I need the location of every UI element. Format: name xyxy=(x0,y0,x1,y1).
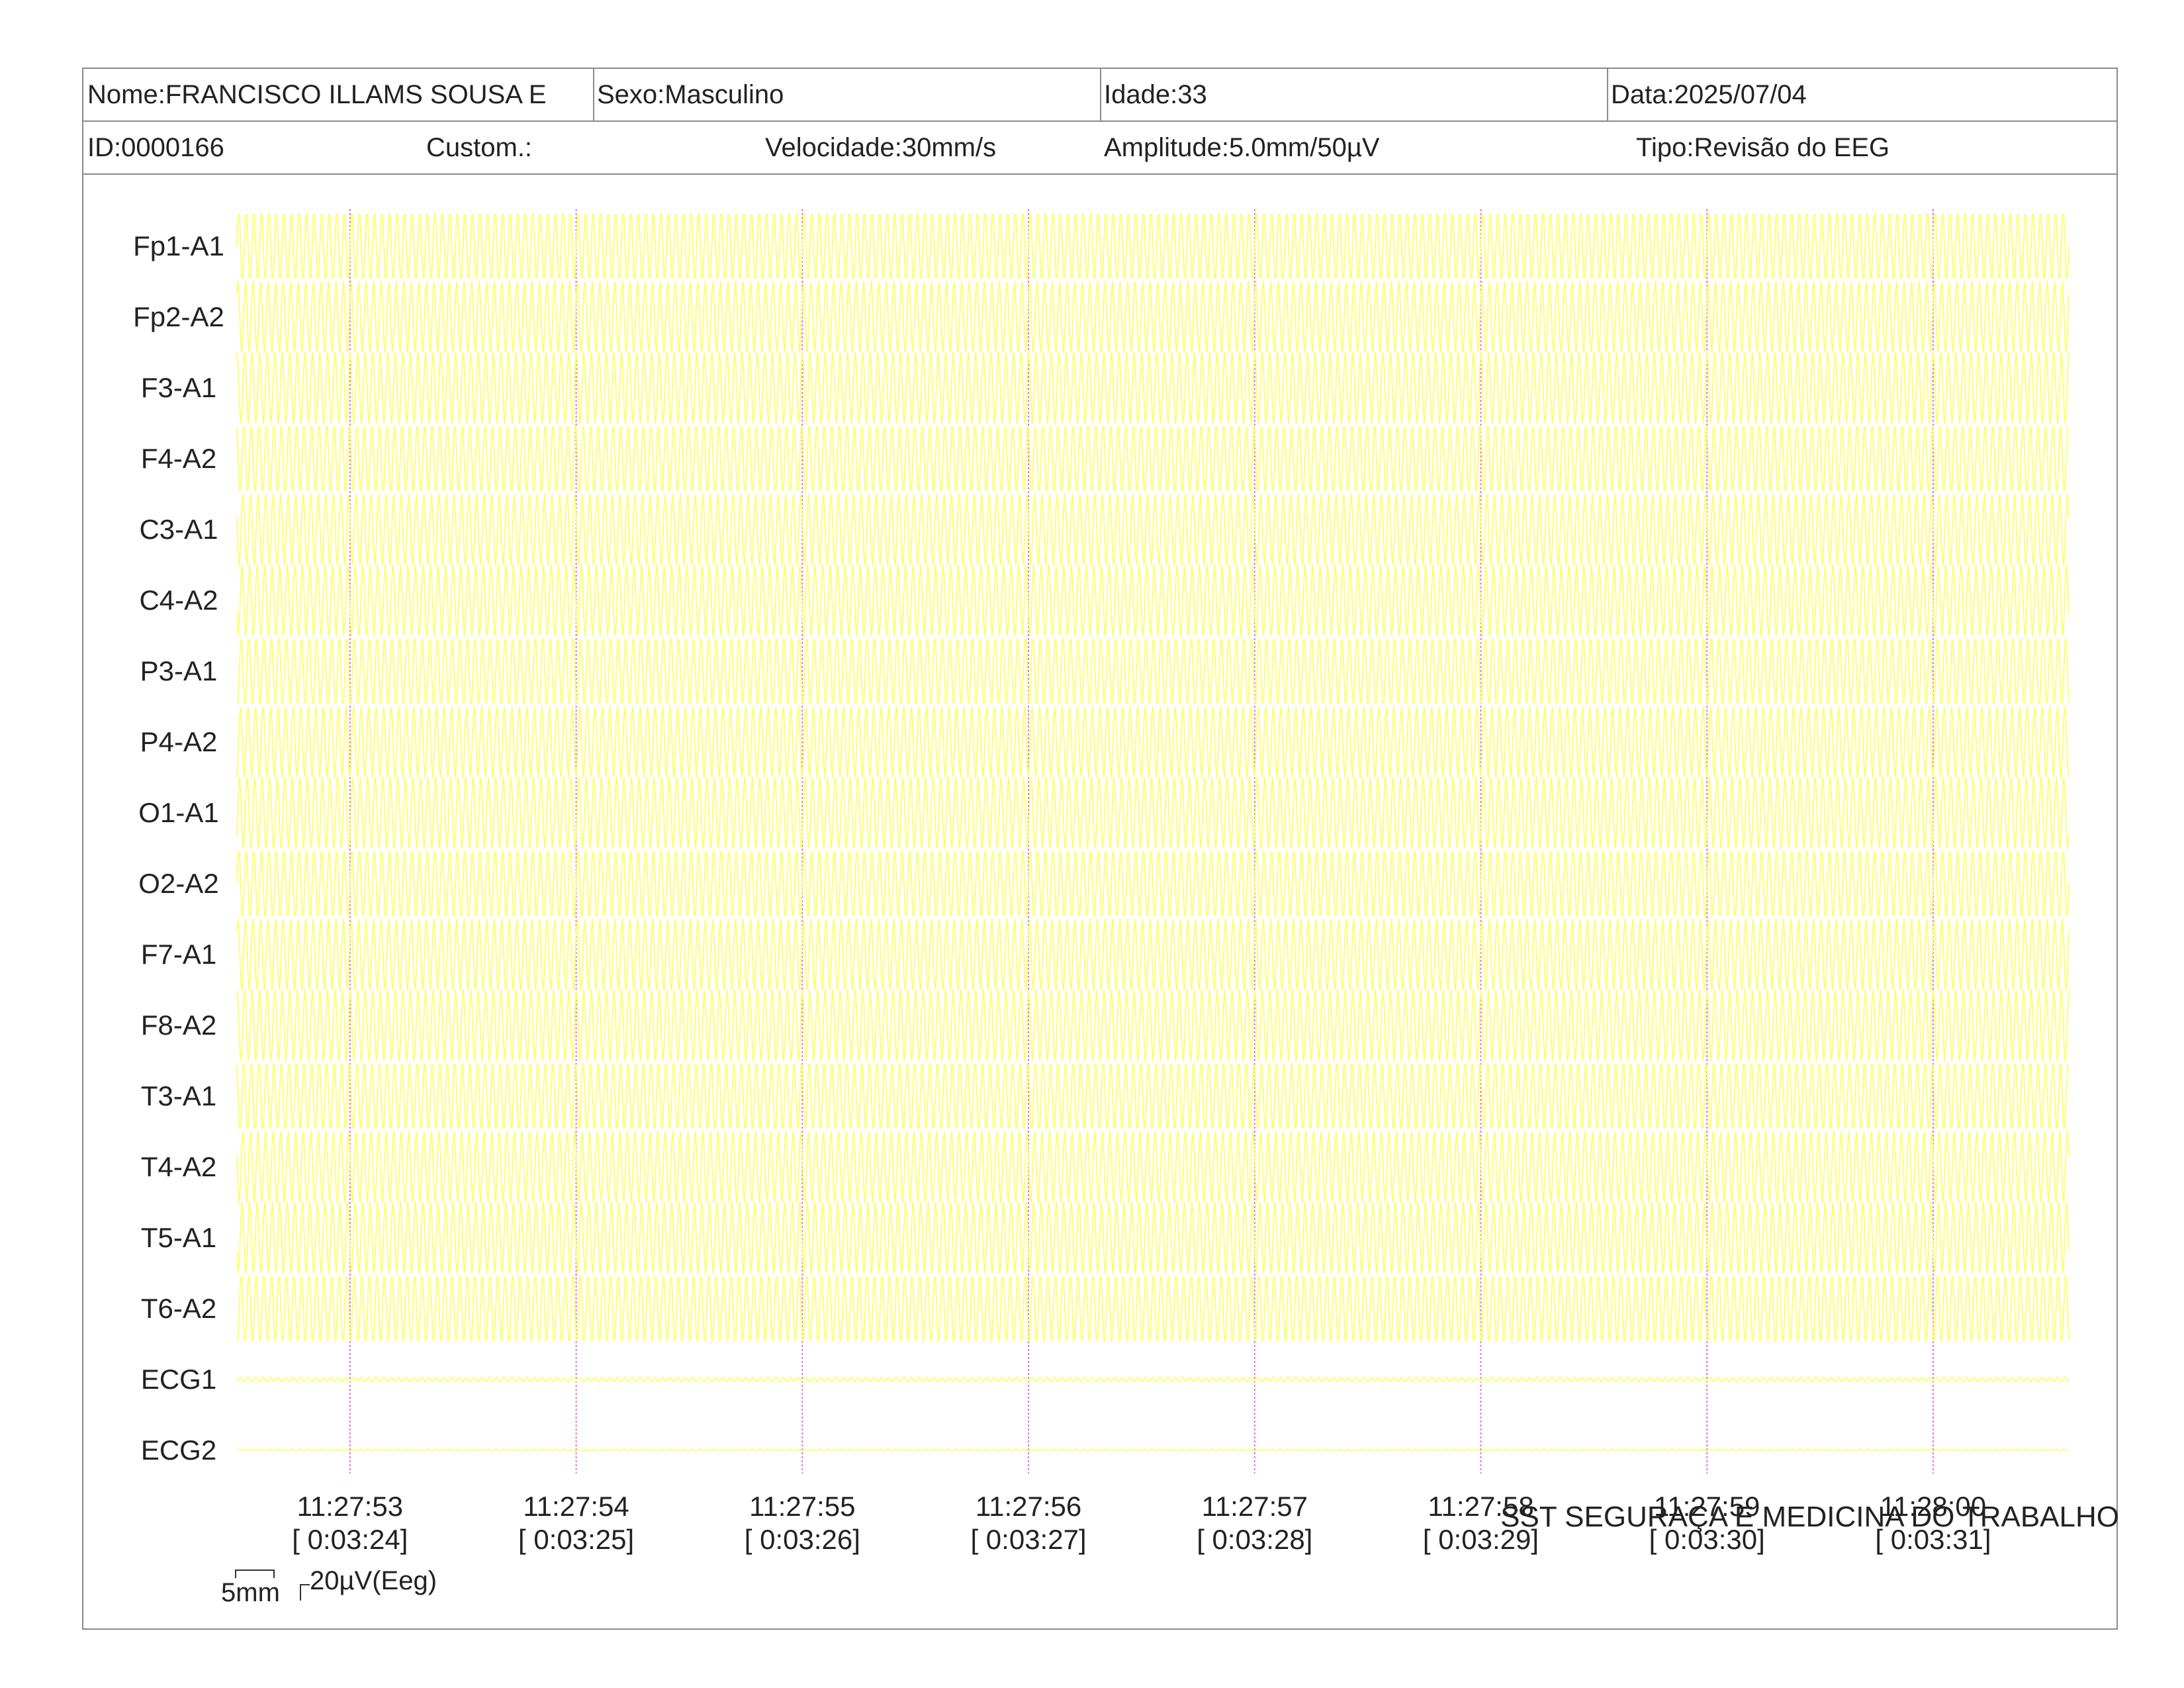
report-frame: Nome:FRANCISCO ILLAMS SOUSA E Sexo:Mascu… xyxy=(82,68,2118,1630)
scale-time-label: 5mm xyxy=(221,1578,280,1607)
patient-sex: Sexo:Masculino xyxy=(593,69,1104,120)
paper-speed: Velocidade:30mm/s xyxy=(765,133,997,162)
custom-field: Custom.: xyxy=(426,133,533,162)
patient-age: Idade:33 xyxy=(1100,69,1611,120)
exam-type: Tipo:Revisão do EEG xyxy=(1636,133,1890,162)
company-name: SST SEGURAÇA E MEDICINA DO TRABALHO xyxy=(1500,1501,2119,1533)
amplitude-setting: Amplitude:5.0mm/50µV xyxy=(1104,133,1380,162)
scale-amplitude-label: 20µV(Eeg) xyxy=(310,1566,437,1595)
header-row-settings: ID:0000166 Custom.: Velocidade:30mm/s Am… xyxy=(83,122,2116,175)
scale-bar-icon xyxy=(235,1570,310,1601)
patient-name: Nome:FRANCISCO ILLAMS SOUSA E xyxy=(87,80,547,109)
exam-date: Data:2025/07/04 xyxy=(1607,69,2120,120)
scale-legend: 5mm 20µV(Eeg) xyxy=(217,1566,495,1613)
patient-id: ID:0000166 xyxy=(87,133,224,162)
header-row-patient: Nome:FRANCISCO ILLAMS SOUSA E Sexo:Mascu… xyxy=(83,69,2116,122)
